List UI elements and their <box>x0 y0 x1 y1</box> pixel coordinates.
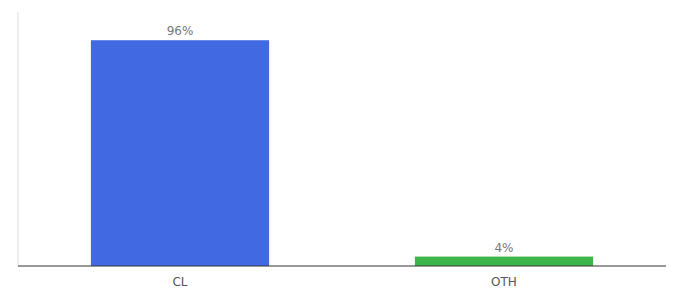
chart: 96% 4% CL OTH <box>0 0 680 300</box>
bar <box>415 257 593 266</box>
bars <box>91 40 593 266</box>
x-tick-label: CL <box>172 275 187 289</box>
data-label: 96% <box>167 24 194 38</box>
x-tick-label: OTH <box>491 275 517 289</box>
chart-container: 96% 4% CL OTH <box>0 0 680 300</box>
bar <box>91 40 269 266</box>
x-axis-line <box>18 266 666 267</box>
y-range-line <box>18 12 19 266</box>
data-label: 4% <box>494 241 513 255</box>
